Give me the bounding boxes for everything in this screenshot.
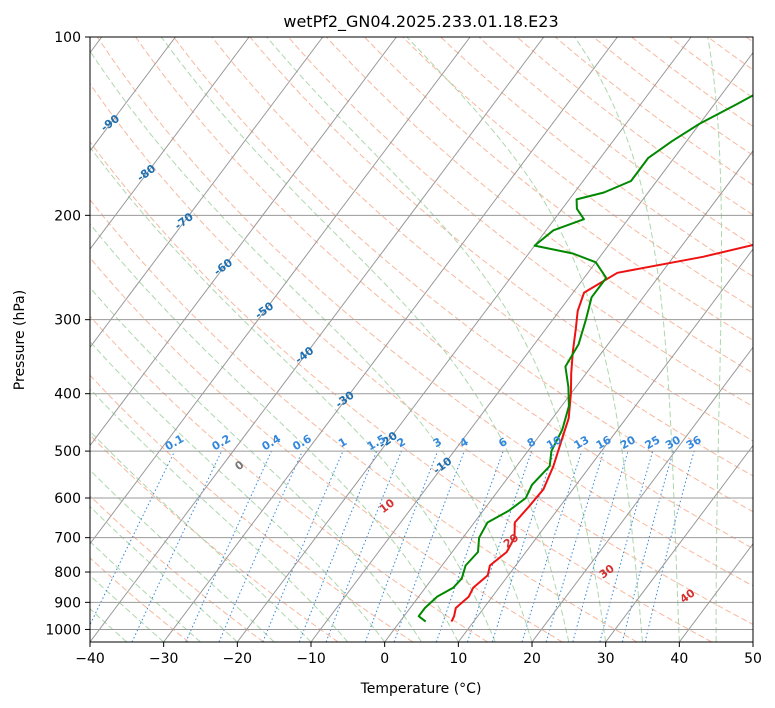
- isotherm-line: [457, 248, 753, 642]
- y-tick-label: 800: [54, 565, 81, 581]
- dry-adiabat: [90, 374, 414, 642]
- moist-adiabat: [90, 388, 349, 642]
- mixing-ratio-line: [599, 450, 654, 642]
- y-axis-title: Pressure (hPa): [12, 290, 28, 390]
- x-tick-label: 0: [380, 651, 389, 667]
- mixing-ratio-line: [467, 450, 533, 642]
- y-tick-label: 1000: [45, 622, 81, 638]
- dry-adiabat: [287, 37, 753, 408]
- y-tick-label: 500: [54, 444, 81, 460]
- moist-adiabat: [266, 37, 607, 642]
- mixing-ratio-line: [262, 450, 344, 642]
- y-tick-label: 100: [54, 30, 81, 46]
- moist-adiabat: [707, 37, 722, 642]
- mixing-ratio-line: [90, 450, 176, 626]
- isotherm-line: [90, 37, 250, 250]
- mixing-ratio-line: [185, 450, 272, 642]
- isotherm-line: [163, 37, 618, 642]
- y-tick-label: 600: [54, 491, 81, 507]
- x-tick-label: 10: [449, 651, 467, 667]
- dry-adiabat: [249, 37, 753, 442]
- dry-adiabat: [516, 37, 753, 216]
- mixing-ratio-line: [393, 450, 465, 642]
- mixing-ratio-line: [521, 450, 583, 642]
- dry-adiabat: [135, 37, 753, 550]
- mixing-ratio-line: [131, 450, 223, 642]
- moist-adiabat: [90, 50, 533, 642]
- plot-area: [90, 37, 753, 642]
- isotherm-label: -100: [60, 59, 90, 86]
- mixing-ratio-line: [621, 450, 674, 642]
- grid-lines: [90, 37, 753, 642]
- isotherm-line: [310, 51, 753, 642]
- isotherm-line: [90, 37, 545, 642]
- isotherm-line: [90, 37, 324, 349]
- dry-adiabat: [96, 37, 753, 587]
- x-tick-label: −20: [223, 651, 253, 667]
- moist-adiabat: [406, 37, 643, 642]
- x-tick-label: −10: [296, 651, 326, 667]
- dry-adiabat: [364, 37, 753, 341]
- dry-adiabat: [90, 198, 638, 642]
- isotherm-line: [384, 150, 753, 642]
- x-tick-label: 50: [744, 651, 762, 667]
- y-tick-label: 900: [54, 595, 81, 611]
- mixing-ratio-line: [572, 450, 629, 642]
- x-tick-label: 40: [670, 651, 688, 667]
- moist-adiabat: [90, 146, 496, 642]
- moist-adiabat: [90, 223, 459, 642]
- isotherm-line: [90, 37, 397, 447]
- dry-adiabat: [593, 37, 753, 157]
- chart-title: wetPf2_GN04.2025.233.01.18.E23: [283, 12, 558, 32]
- moist-adiabat: [574, 37, 680, 642]
- isotherm-line: [90, 37, 176, 152]
- isotherm-line: [752, 641, 753, 642]
- dry-adiabat: [173, 37, 753, 513]
- mixing-ratio-line: [491, 450, 555, 642]
- y-tick-label: 400: [54, 387, 81, 403]
- x-tick-label: 20: [523, 651, 541, 667]
- x-tick-label: −30: [149, 651, 179, 667]
- plot-frame: [89, 36, 754, 643]
- moist-adiabat: [90, 286, 422, 642]
- isotherm-line: [90, 37, 471, 545]
- temperature-line: [450, 243, 753, 623]
- dry-adiabat: [554, 37, 753, 186]
- dry-adiabat: [402, 37, 753, 309]
- mixing-ratio-line: [435, 450, 504, 642]
- isotherm-line: [531, 346, 753, 642]
- isotherm-line: [236, 37, 692, 642]
- y-tick-label: 700: [54, 531, 81, 547]
- dry-adiabat: [90, 83, 753, 625]
- dry-adiabat: [440, 37, 753, 278]
- dry-adiabat: [325, 37, 753, 374]
- moist-adiabat: [90, 506, 238, 642]
- mixing-ratio-line: [644, 450, 695, 642]
- dry-adiabat: [90, 141, 712, 642]
- x-tick-label: 30: [597, 651, 615, 667]
- profile-lines: [417, 94, 753, 623]
- y-tick-label: 200: [54, 208, 81, 224]
- y-tick-label: 300: [54, 313, 81, 329]
- y-axis-ticks: 100 200 300 400 500 600 700 800 900 1000: [45, 30, 90, 638]
- x-axis-ticks: −40 −30 −20 −10 0 10 20 30 40 50: [75, 642, 762, 667]
- x-axis-title: Temperature (°C): [360, 681, 482, 697]
- dewpoint-line: [417, 94, 753, 623]
- isotherm-line: [605, 444, 753, 642]
- x-tick-label: −40: [75, 651, 105, 667]
- moist-adiabat: [90, 430, 312, 642]
